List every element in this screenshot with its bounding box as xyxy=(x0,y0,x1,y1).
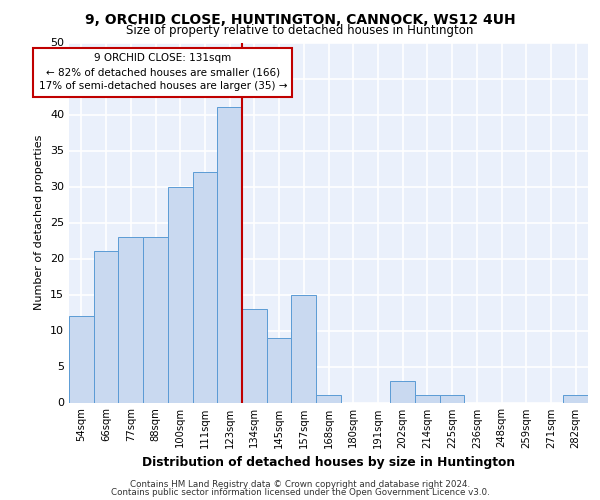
Bar xyxy=(267,338,292,402)
Bar xyxy=(217,108,242,403)
X-axis label: Distribution of detached houses by size in Huntington: Distribution of detached houses by size … xyxy=(142,456,515,469)
Bar xyxy=(69,316,94,402)
Bar xyxy=(390,381,415,402)
Bar xyxy=(118,237,143,402)
Y-axis label: Number of detached properties: Number of detached properties xyxy=(34,135,44,310)
Text: 9, ORCHID CLOSE, HUNTINGTON, CANNOCK, WS12 4UH: 9, ORCHID CLOSE, HUNTINGTON, CANNOCK, WS… xyxy=(85,13,515,27)
Bar xyxy=(143,237,168,402)
Bar xyxy=(415,396,440,402)
Text: 9 ORCHID CLOSE: 131sqm
← 82% of detached houses are smaller (166)
17% of semi-de: 9 ORCHID CLOSE: 131sqm ← 82% of detached… xyxy=(38,54,287,92)
Bar xyxy=(94,252,118,402)
Bar xyxy=(168,186,193,402)
Bar xyxy=(292,294,316,403)
Text: Size of property relative to detached houses in Huntington: Size of property relative to detached ho… xyxy=(127,24,473,37)
Bar xyxy=(193,172,217,402)
Bar xyxy=(242,309,267,402)
Bar xyxy=(563,396,588,402)
Text: Contains HM Land Registry data © Crown copyright and database right 2024.: Contains HM Land Registry data © Crown c… xyxy=(130,480,470,489)
Bar xyxy=(316,396,341,402)
Text: Contains public sector information licensed under the Open Government Licence v3: Contains public sector information licen… xyxy=(110,488,490,497)
Bar xyxy=(440,396,464,402)
